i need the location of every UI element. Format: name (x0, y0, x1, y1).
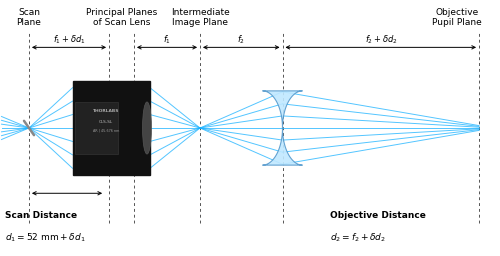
Text: Principal Planes
of Scan Lens: Principal Planes of Scan Lens (86, 8, 157, 27)
Text: $f_1 + \delta d_1$: $f_1 + \delta d_1$ (52, 34, 86, 46)
Text: $f_2 + \delta d_2$: $f_2 + \delta d_2$ (364, 34, 398, 46)
Text: CLS-SL: CLS-SL (99, 120, 114, 124)
Text: $d_1 = 52\ \mathrm{mm} + \delta d_1$: $d_1 = 52\ \mathrm{mm} + \delta d_1$ (5, 232, 86, 244)
FancyBboxPatch shape (75, 102, 118, 154)
Text: Objective Distance: Objective Distance (330, 211, 426, 220)
Text: THORLABS: THORLABS (93, 109, 120, 113)
Polygon shape (262, 91, 302, 165)
Text: $f_2$: $f_2$ (238, 34, 246, 46)
Text: $f_1$: $f_1$ (163, 34, 171, 46)
Ellipse shape (142, 102, 152, 154)
Text: Scan
Plane: Scan Plane (16, 8, 42, 27)
Text: Objective
Pupil Plane: Objective Pupil Plane (432, 8, 482, 27)
Text: Intermediate
Image Plane: Intermediate Image Plane (170, 8, 230, 27)
Text: Scan Distance: Scan Distance (5, 211, 77, 220)
FancyBboxPatch shape (72, 81, 150, 175)
Text: $d_2 = f_2 + \delta d_2$: $d_2 = f_2 + \delta d_2$ (330, 232, 386, 244)
Text: AR | 45-676 nm: AR | 45-676 nm (93, 129, 120, 133)
